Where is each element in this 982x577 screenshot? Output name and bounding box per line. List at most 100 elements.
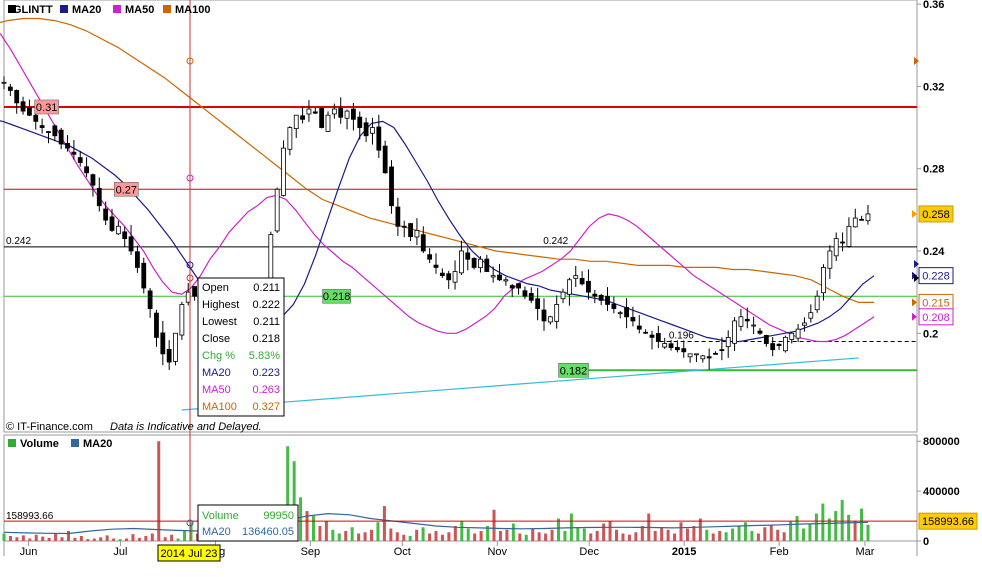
candle-body: [376, 126, 382, 151]
volume-bar: [466, 528, 470, 541]
candle-body: [312, 111, 318, 114]
candle-body: [535, 298, 541, 309]
volume-bar: [447, 532, 451, 541]
candle-body: [852, 217, 858, 228]
candle-body: [611, 303, 617, 309]
legend-volume-label: Volume: [20, 438, 59, 450]
reference-line-badge: [322, 288, 351, 304]
crosshair-date-label: 2014 Jul 23: [161, 548, 218, 560]
last-value-arrow: [912, 312, 917, 321]
reference-line-label: 0.31: [36, 102, 57, 114]
volume-bar: [389, 528, 393, 541]
volume-bar: [137, 537, 141, 541]
candle-body: [846, 225, 852, 247]
x-tick-label: 2015: [672, 546, 696, 558]
volume-bar: [66, 531, 70, 541]
copyright-text: © IT-Finance.com: [6, 421, 93, 433]
candle-body: [681, 348, 687, 353]
last-value-badge: [918, 205, 954, 223]
candle-body: [459, 250, 464, 274]
crosshair-date-badge: [157, 544, 221, 562]
candle-body: [401, 225, 407, 228]
candle-body: [96, 187, 102, 207]
legend-swatch-ma50: [113, 5, 121, 13]
crosshair-marker-ma20: [186, 261, 194, 269]
reference-line-text: 0.196: [669, 330, 694, 341]
volume-bar: [492, 509, 496, 541]
candle-body: [509, 285, 515, 289]
volume-bar: [8, 536, 12, 541]
price-y-tick-label: 0.36: [923, 0, 944, 11]
volume-tooltip-background: [197, 504, 299, 542]
volume-bar: [183, 531, 187, 541]
candle-body: [598, 294, 604, 301]
candle-body: [395, 206, 401, 227]
volume-bar: [531, 528, 535, 541]
legend-swatch-vol-ma20: [71, 439, 79, 447]
volume-bar: [627, 534, 631, 541]
volume-bar: [350, 527, 354, 541]
candle-body: [541, 309, 547, 322]
volume-bar: [395, 532, 399, 541]
candle-body: [478, 258, 483, 269]
candle-body: [141, 262, 147, 289]
volume-bar: [711, 533, 715, 541]
candle-body: [357, 116, 363, 128]
candle-body: [370, 127, 375, 134]
legend-price: GLINTT MA20 MA50 MA100: [8, 4, 210, 16]
legend-swatch-volume: [8, 439, 16, 447]
tooltip-row-label: Open: [202, 282, 229, 294]
x-tick-label: Nov: [487, 546, 507, 558]
volume-bar: [150, 533, 154, 541]
volume-bar: [518, 533, 522, 541]
candle-body: [471, 257, 477, 268]
volume-bar: [847, 514, 851, 541]
x-tick-label: Jul: [113, 546, 127, 558]
legend-glintt: GLINTT: [13, 4, 53, 16]
volume-bar: [789, 521, 793, 541]
price-y-tick-label: 0.24: [923, 246, 945, 258]
volume-bar: [486, 526, 490, 541]
volume-bar: [473, 533, 477, 541]
candle-body: [566, 279, 572, 295]
volume-bar: [776, 529, 780, 541]
volume-bar: [621, 533, 625, 541]
volume-bar: [679, 522, 683, 541]
volume-bar: [428, 533, 432, 541]
candle-body: [662, 343, 668, 348]
candle-body: [719, 349, 725, 352]
volume-bar: [853, 521, 857, 541]
last-value-label: 0.228: [922, 271, 950, 283]
tooltip-row-label: MA100: [202, 401, 237, 413]
candle-body: [439, 272, 445, 277]
reference-line-text: 0.242: [6, 236, 31, 247]
crosshair-marker-price: [186, 274, 194, 282]
volume-bar: [79, 536, 83, 541]
volume-bar: [2, 533, 6, 541]
candle-body: [636, 325, 642, 330]
candle-body: [795, 328, 801, 339]
candle-body: [46, 131, 51, 133]
crosshair-marker-volume: [186, 519, 194, 527]
candle-body: [128, 236, 134, 252]
last-value-badge: [918, 267, 954, 285]
volume-y-tick-label: 800000: [923, 436, 960, 448]
volume-bar: [176, 538, 180, 541]
candle-body: [782, 336, 788, 352]
candle-body: [802, 322, 807, 326]
candle-body: [160, 332, 166, 355]
last-value-label: 0.215: [922, 297, 950, 309]
candle-body: [770, 343, 776, 351]
volume-bar: [408, 536, 412, 541]
volume-bar: [582, 528, 586, 541]
volume-bar: [376, 522, 380, 541]
volume-tooltip-label: Volume: [202, 510, 239, 522]
candle-body: [427, 254, 433, 260]
candle-body: [522, 290, 528, 297]
volume-bar: [195, 533, 199, 541]
candle-body: [344, 110, 350, 119]
volume-bar: [756, 533, 760, 541]
candle-body: [420, 234, 426, 252]
volume-bar: [866, 524, 870, 541]
candle-body: [33, 114, 39, 122]
